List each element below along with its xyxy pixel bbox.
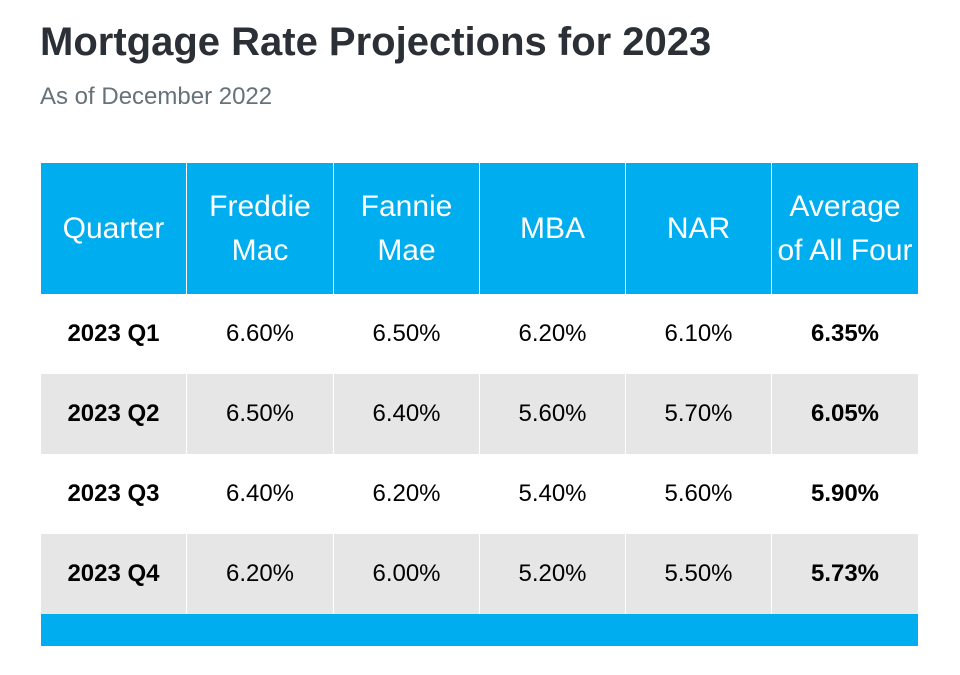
cell-fannie-mae: 6.40%: [333, 374, 479, 454]
page-subtitle: As of December 2022: [40, 83, 273, 110]
cell-quarter: 2023 Q2: [67, 400, 160, 427]
cell-nar: 5.70%: [625, 374, 771, 454]
cell-quarter: 2023 Q4: [67, 560, 160, 587]
cell-freddie-mac: 6.40%: [186, 454, 333, 534]
table-row: 2023 Q3 6.40% 6.20% 5.40% 5.60% 5.90%: [41, 454, 918, 534]
rates-table: Quarter Freddie Mac Fannie Mae MBA NAR A…: [41, 163, 918, 646]
header-mba: MBA: [479, 163, 625, 294]
cell-mba: 5.20%: [479, 534, 625, 614]
table-row: 2023 Q1 6.60% 6.50% 6.20% 6.10% 6.35%: [41, 294, 918, 374]
table-header-row: Quarter Freddie Mac Fannie Mae MBA NAR A…: [41, 163, 918, 294]
cell-average: 6.35%: [771, 294, 918, 374]
cell-mba: 5.40%: [479, 454, 625, 534]
cell-fannie-mae: 6.50%: [333, 294, 479, 374]
cell-mba: 6.20%: [479, 294, 625, 374]
cell-average: 6.05%: [771, 374, 918, 454]
table-footer-bar: [41, 614, 918, 646]
page-title: Mortgage Rate Projections for 2023: [40, 20, 712, 64]
cell-mba: 5.60%: [479, 374, 625, 454]
cell-quarter: 2023 Q1: [67, 320, 160, 347]
header-fannie-mae: Fannie Mae: [333, 163, 479, 294]
cell-freddie-mac: 6.20%: [186, 534, 333, 614]
cell-nar: 6.10%: [625, 294, 771, 374]
cell-average: 5.90%: [771, 454, 918, 534]
cell-fannie-mae: 6.20%: [333, 454, 479, 534]
table-row: 2023 Q4 6.20% 6.00% 5.20% 5.50% 5.73%: [41, 534, 918, 614]
cell-nar: 5.50%: [625, 534, 771, 614]
cell-quarter: 2023 Q3: [67, 480, 160, 507]
cell-freddie-mac: 6.50%: [186, 374, 333, 454]
cell-freddie-mac: 6.60%: [186, 294, 333, 374]
header-average: Average of All Four: [771, 163, 918, 294]
header-quarter: Quarter: [62, 211, 165, 245]
table-row: 2023 Q2 6.50% 6.40% 5.60% 5.70% 6.05%: [41, 374, 918, 454]
header-freddie-mac: Freddie Mac: [186, 163, 333, 294]
cell-average: 5.73%: [771, 534, 918, 614]
cell-fannie-mae: 6.00%: [333, 534, 479, 614]
header-nar: NAR: [625, 163, 771, 294]
cell-nar: 5.60%: [625, 454, 771, 534]
